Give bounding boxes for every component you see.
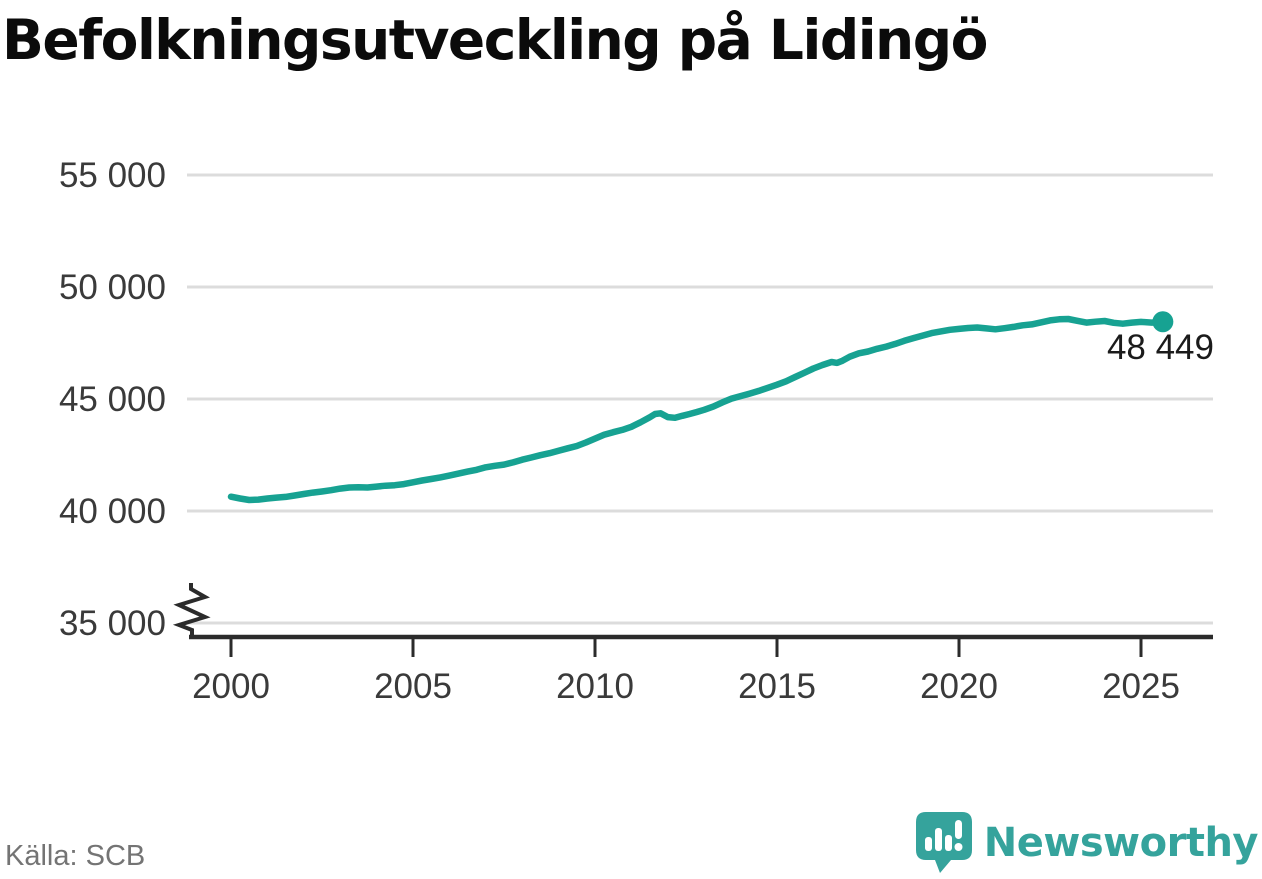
x-tick-label: 2020 <box>920 667 998 706</box>
end-point-dot <box>1152 311 1174 333</box>
x-tick-label: 2010 <box>556 667 634 706</box>
y-tick-label: 45 000 <box>59 380 166 419</box>
source-note: Källa: SCB <box>5 840 146 872</box>
x-tick-label: 2015 <box>738 667 816 706</box>
newsworthy-logo[interactable]: Newsworthy <box>915 811 1259 875</box>
newsworthy-logo-text: Newsworthy <box>983 820 1259 866</box>
population-series-line <box>227 315 1167 504</box>
x-tick-label: 2025 <box>1102 667 1180 706</box>
y-axis-labels: 35 000 40 000 45 000 50 000 55 000 <box>59 156 166 643</box>
y-tick-label: 50 000 <box>59 268 166 307</box>
page-title: Befolkningsutveckling på Lidingö <box>2 8 988 72</box>
gridlines <box>187 173 1213 625</box>
end-annotation: 48 449 <box>1107 311 1214 367</box>
y-tick-label: 35 000 <box>59 604 166 643</box>
y-tick-label: 40 000 <box>59 492 166 531</box>
newsworthy-speech-bubble-bar-chart-icon <box>915 812 972 873</box>
axis-break-icon <box>172 583 211 636</box>
x-tick-label: 2005 <box>374 667 452 706</box>
x-axis <box>189 634 1213 657</box>
x-axis-labels: 2000 2005 2010 2015 2020 2025 <box>192 667 1180 706</box>
y-tick-label: 55 000 <box>59 156 166 195</box>
x-tick-label: 2000 <box>192 667 270 706</box>
end-value-label: 48 449 <box>1107 328 1214 367</box>
series-group <box>227 315 1167 504</box>
